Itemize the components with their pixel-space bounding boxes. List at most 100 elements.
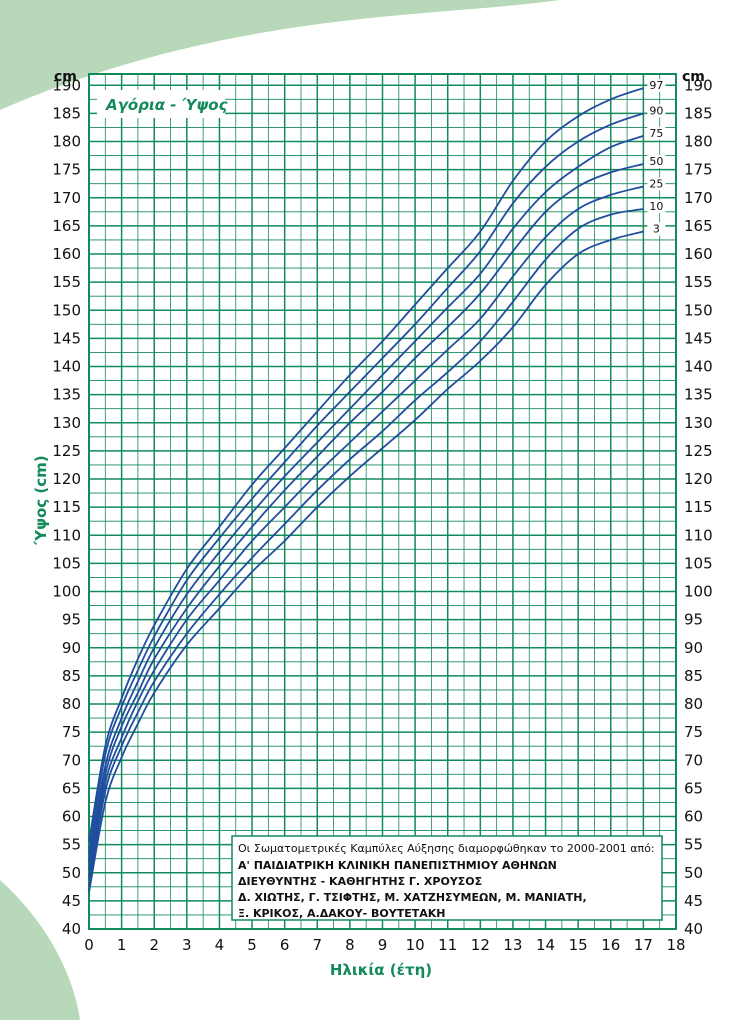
y-tick-label-right: 45 (684, 892, 703, 910)
x-tick-label: 8 (345, 936, 355, 954)
y-tick-label-left: 45 (62, 892, 81, 910)
y-unit-right: cm (682, 69, 705, 85)
y-tick-label-right: 70 (684, 751, 703, 769)
x-tick-label: 13 (503, 936, 522, 954)
credits-line-3: ΔΙΕΥΘΥΝΤΗΣ - ΚΑΘΗΓΗΤΗΣ Γ. ΧΡΟΥΣΟΣ (238, 875, 482, 888)
y-tick-label-left: 50 (62, 864, 81, 882)
y-tick-label-right: 175 (684, 161, 713, 179)
percentile-line-75 (88, 135, 644, 862)
y-tick-label-right: 55 (684, 836, 703, 854)
x-tick-label: 2 (149, 936, 159, 954)
percentile-label-75: 75 (649, 127, 663, 140)
y-tick-label-left: 155 (52, 273, 81, 291)
percentile-label-3: 3 (653, 223, 660, 236)
grid (88, 73, 677, 930)
y-tick-label-right: 160 (684, 245, 713, 263)
y-tick-label-right: 155 (684, 273, 713, 291)
y-tick-label-left: 105 (52, 554, 81, 572)
y-tick-label-right: 180 (684, 133, 713, 151)
y-tick-label-left: 40 (62, 920, 81, 938)
decor-top-left (0, 0, 560, 110)
percentile-label-50: 50 (649, 155, 663, 168)
y-tick-label-left: 175 (52, 161, 81, 179)
y-tick-label-right: 115 (684, 498, 713, 516)
x-tick-label: 3 (182, 936, 192, 954)
y-tick-label-left: 190 (52, 76, 81, 94)
y-tick-label-right: 130 (684, 414, 713, 432)
y-tick-label-left: 185 (52, 104, 81, 122)
y-tick-label-right: 120 (684, 470, 713, 488)
x-tick-label: 12 (471, 936, 490, 954)
y-tick-label-right: 105 (684, 554, 713, 572)
percentile-line-3 (88, 230, 644, 893)
percentile-labels: 97 90 75 50 25 10 3 (647, 79, 666, 236)
y-tick-label-left: 115 (52, 498, 81, 516)
x-tick-label: 10 (406, 936, 425, 954)
title-box (97, 90, 225, 118)
percentile-label-90: 90 (649, 104, 663, 117)
x-tick-label: 11 (438, 936, 457, 954)
y-tick-label-left: 160 (52, 245, 81, 263)
y-tick-label-right: 65 (684, 779, 703, 797)
y-tick-label-right: 165 (684, 217, 713, 235)
percentile-label-97: 97 (649, 79, 663, 92)
y-tick-label-right: 95 (684, 611, 703, 629)
percentile-line-97 (88, 87, 644, 842)
percentile-label-25: 25 (649, 178, 663, 191)
y-tick-label-left: 90 (62, 639, 81, 657)
plot-frame (88, 73, 677, 930)
x-tick-label: 15 (569, 936, 588, 954)
y-tick-label-left: 85 (62, 667, 81, 685)
percentile-line-10 (88, 208, 644, 887)
y-tick-label-left: 110 (52, 526, 81, 544)
x-tick-label: 9 (378, 936, 388, 954)
y-tick-label-right: 90 (684, 639, 703, 657)
percentile-line-50 (88, 163, 644, 871)
x-tick-label: 16 (601, 936, 620, 954)
y-tick-label-right: 50 (684, 864, 703, 882)
y-tick-label-left: 140 (52, 358, 81, 376)
y-axis-title: Ύψος (cm) (32, 455, 50, 545)
y-tick-label-right: 190 (684, 76, 713, 94)
y-tick-label-right: 125 (684, 442, 713, 460)
x-axis-title: Ηλικία (έτη) (330, 961, 432, 979)
x-tick-label: 7 (313, 936, 323, 954)
y-tick-label-right: 85 (684, 667, 703, 685)
y-tick-label-left: 150 (52, 301, 81, 319)
y-tick-label-right: 40 (684, 920, 703, 938)
y-tick-label-right: 110 (684, 526, 713, 544)
percentile-label-bg (647, 200, 666, 213)
y-unit-left: cm (54, 69, 77, 85)
y-tick-label-right: 185 (684, 104, 713, 122)
y-tick-label-right: 60 (684, 808, 703, 826)
y-tick-label-left: 55 (62, 836, 81, 854)
y-tick-label-left: 120 (52, 470, 81, 488)
x-tick-label: 17 (634, 936, 653, 954)
y-tick-label-left: 145 (52, 329, 81, 347)
y-tick-label-left: 180 (52, 133, 81, 151)
chart-title: Αγόρια - Ύψος (105, 96, 228, 114)
y-tick-label-left: 65 (62, 779, 81, 797)
decor-bottom-left (0, 880, 80, 1020)
y-tick-label-left: 170 (52, 189, 81, 207)
percentile-line-90 (88, 112, 644, 854)
y-tick-label-left: 165 (52, 217, 81, 235)
y-tick-label-right: 135 (684, 386, 713, 404)
x-tick-label: 14 (536, 936, 555, 954)
y-tick-label-left: 70 (62, 751, 81, 769)
y-tick-label-right: 100 (684, 583, 713, 601)
y-tick-label-left: 95 (62, 611, 81, 629)
percentile-label-bg (647, 79, 666, 93)
percentile-label-bg (647, 104, 666, 118)
percentile-lines (88, 87, 644, 893)
percentile-label-bg (647, 126, 666, 140)
credits-line-4: Δ. ΧΙΩΤΗΣ, Γ. ΤΣΙΦΤΗΣ, Μ. ΧΑΤΖΗΣΥΜΕΩΝ, Μ… (238, 891, 587, 904)
y-tick-label-left: 75 (62, 723, 81, 741)
y-tick-label-left: 125 (52, 442, 81, 460)
credits-line-1: Οι Σωματομετρικές Καμπύλες Αύξησης διαμο… (238, 842, 655, 855)
percentile-label-bg (647, 177, 666, 191)
credits-line-5: Ξ. ΚΡΙΚΟΣ, Α.ΔΑΚΟΥ- ΒΟΥΤΕΤΑΚΗ (238, 907, 445, 920)
x-tick-label: 18 (666, 936, 685, 954)
x-tick-label: 5 (247, 936, 257, 954)
